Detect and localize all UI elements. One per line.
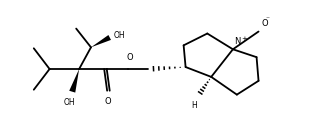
Text: O: O [126,53,133,62]
Text: OH: OH [114,31,125,40]
Text: OH: OH [64,98,75,107]
Text: N: N [234,37,240,46]
Polygon shape [91,35,111,47]
Polygon shape [69,69,79,93]
Text: H: H [191,101,198,110]
Text: O: O [262,19,268,28]
Text: O: O [104,97,111,106]
Text: ⁻: ⁻ [266,14,270,23]
Text: +: + [241,36,247,42]
